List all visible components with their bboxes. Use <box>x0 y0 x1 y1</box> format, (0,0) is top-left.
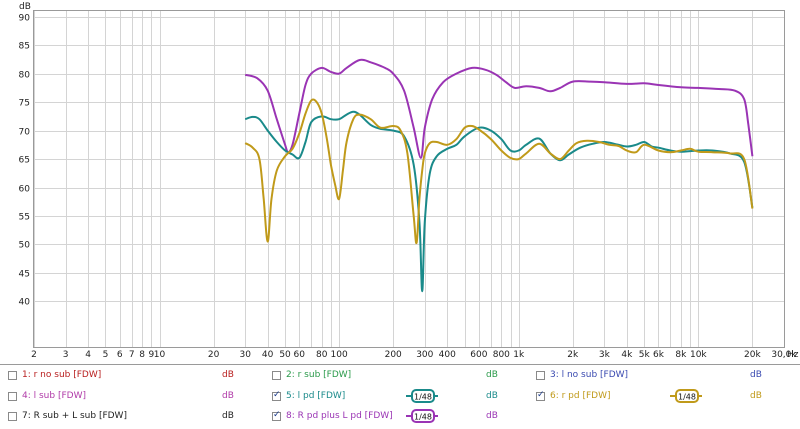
legend-unit: dB <box>486 391 498 401</box>
grid-lines <box>34 11 785 347</box>
x-tick-label: 40 <box>262 350 274 360</box>
legend-label: 2: r sub [FDW] <box>286 370 352 380</box>
legend-label: 1: r no sub [FDW] <box>22 370 102 380</box>
legend-row: 4: l sub [FDW] dB 5: l pd [FDW] dB 1/48 6: r … <box>0 387 800 405</box>
y-axis-label: dB <box>19 2 31 12</box>
legend-item[interactable]: 5: l pd [FDW] <box>272 387 345 405</box>
series-lines <box>244 58 754 293</box>
x-tick-label: 200 <box>385 350 402 360</box>
x-tick-label: 100 <box>331 350 348 360</box>
y-tick-label: 90 <box>19 14 31 24</box>
x-tick-label: 80 <box>316 350 328 360</box>
x-tick-label: 3 <box>63 350 69 360</box>
x-tick-label: 10 <box>154 350 166 360</box>
y-tick-label: 65 <box>19 156 30 166</box>
legend-item[interactable]: 1: r no sub [FDW] <box>8 366 101 384</box>
x-tick-label: 6 <box>117 350 123 360</box>
y-tick-label: 80 <box>19 71 31 81</box>
x-tick-label: 800 <box>493 350 510 360</box>
plot-frame <box>33 10 785 348</box>
x-tick-label: 5k <box>639 350 651 360</box>
legend-unit: dB <box>222 370 234 380</box>
smoothing-indicator[interactable]: 1/48 <box>406 409 438 423</box>
x-tick-label: 400 <box>439 350 456 360</box>
legend-panel: 1: r no sub [FDW] dB 2: r sub [FDW] dB 3: l … <box>0 364 800 429</box>
legend-checkbox[interactable] <box>536 390 545 401</box>
series-line-2 <box>244 110 754 293</box>
legend-unit: dB <box>486 370 498 380</box>
legend-checkbox[interactable] <box>8 391 17 401</box>
legend-label: 4: l sub [FDW] <box>22 391 86 401</box>
x-axis-label: Hz <box>787 350 799 360</box>
legend-item[interactable]: 2: r sub [FDW] <box>272 366 351 384</box>
legend-unit: dB <box>222 391 234 401</box>
x-tick-label: 9 <box>148 350 154 360</box>
legend-checkbox[interactable] <box>8 411 17 421</box>
y-tick-label: 50 <box>19 241 31 251</box>
legend-unit: dB <box>222 411 234 421</box>
x-tick-label: 8 <box>139 350 145 360</box>
x-tick-label: 2 <box>31 350 37 360</box>
legend-unit: dB <box>750 370 762 380</box>
series-line-1 <box>244 58 754 159</box>
x-tick-label: 8k <box>675 350 687 360</box>
series-line-3 <box>244 98 754 245</box>
legend-checkbox[interactable] <box>272 370 281 380</box>
x-tick-label: 60 <box>294 350 306 360</box>
legend-item[interactable]: 8: R pd plus L pd [FDW] <box>272 407 393 425</box>
legend-label: 5: l pd [FDW] <box>286 391 346 401</box>
x-tick-label: 50 <box>279 350 291 360</box>
x-tick-label: 7 <box>129 350 135 360</box>
y-tick-label: 55 <box>19 213 30 223</box>
x-tick-label: 6k <box>653 350 665 360</box>
smoothing-indicator[interactable]: 1/48 <box>406 389 438 403</box>
x-tick-label: 5 <box>103 350 109 360</box>
x-tick-label: 30,0k <box>771 350 797 360</box>
x-tick-label: 2k <box>567 350 579 360</box>
x-tick-label: 20k <box>744 350 761 360</box>
x-tick-label: 20 <box>208 350 220 360</box>
legend-row: 7: R sub + L sub [FDW] dB 8: R pd plus L p… <box>0 407 800 425</box>
legend-row: 1: r no sub [FDW] dB 2: r sub [FDW] dB 3: l … <box>0 366 800 384</box>
legend-unit: dB <box>750 391 762 401</box>
smoothing-indicator[interactable]: 1/48 <box>670 389 702 403</box>
y-tick-label: 70 <box>19 128 31 138</box>
smoothing-label: 1/48 <box>678 393 696 402</box>
y-tick-label: 45 <box>19 270 30 280</box>
legend-checkbox[interactable] <box>272 390 281 401</box>
legend-label: 3: l no sub [FDW] <box>550 370 629 380</box>
legend-checkbox[interactable] <box>272 410 281 421</box>
legend-item[interactable]: 4: l sub [FDW] <box>8 387 86 405</box>
legend-label: 6: r pd [FDW] <box>550 391 611 401</box>
legend-item[interactable]: 3: l no sub [FDW] <box>536 366 628 384</box>
x-tick-label: 3k <box>599 350 611 360</box>
y-tick-label: 75 <box>19 99 30 109</box>
legend-unit: dB <box>486 411 498 421</box>
legend-checkbox[interactable] <box>8 370 17 380</box>
x-tick-label: 600 <box>470 350 487 360</box>
x-tick-label: 1k <box>513 350 525 360</box>
legend-label: 8: R pd plus L pd [FDW] <box>286 411 393 421</box>
y-tick-label: 60 <box>19 185 31 195</box>
y-tick-label: 40 <box>19 298 31 308</box>
x-tick-label: 10k <box>690 350 707 360</box>
x-tick-label: 30 <box>239 350 251 360</box>
y-tick-label: 85 <box>19 42 30 52</box>
x-tick-label: 4k <box>621 350 633 360</box>
x-tick-label: 300 <box>416 350 433 360</box>
legend-label: 7: R sub + L sub [FDW] <box>22 411 127 421</box>
legend-checkbox[interactable] <box>536 370 545 380</box>
legend-item[interactable]: 7: R sub + L sub [FDW] <box>8 407 127 425</box>
smoothing-label: 1/48 <box>414 413 432 422</box>
x-tick-label: 4 <box>85 350 91 360</box>
smoothing-label: 1/48 <box>414 393 432 402</box>
legend-item[interactable]: 6: r pd [FDW] <box>536 387 611 405</box>
